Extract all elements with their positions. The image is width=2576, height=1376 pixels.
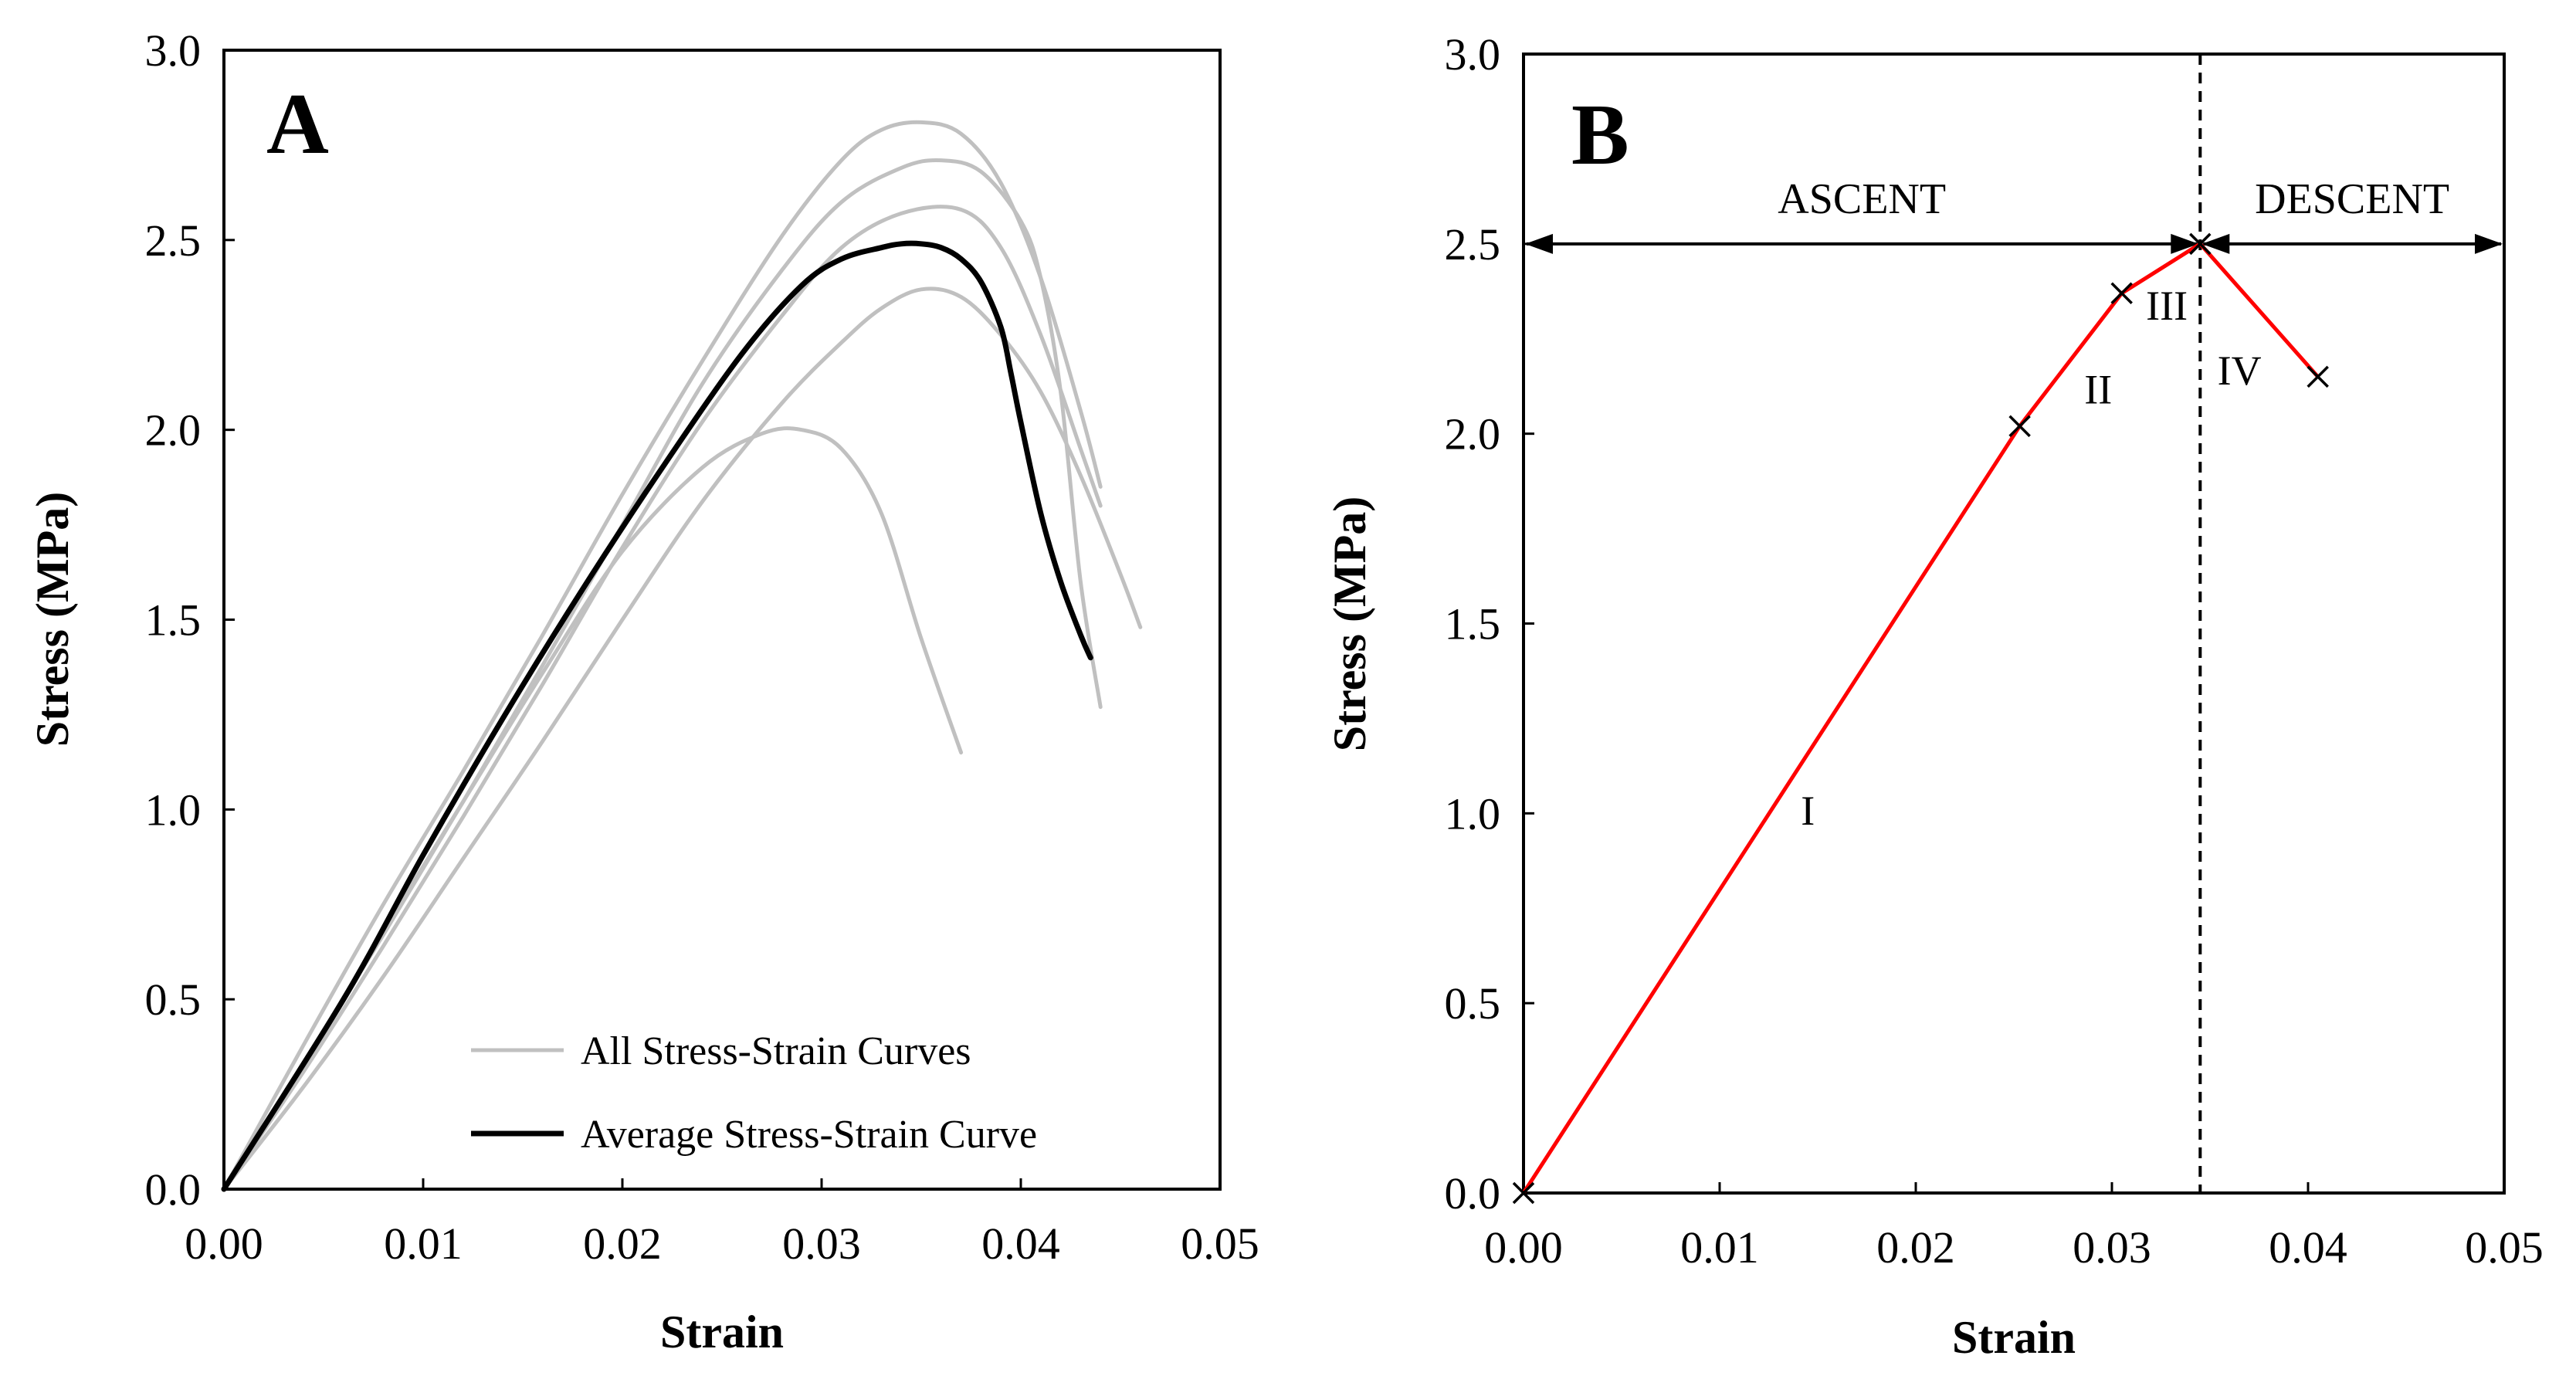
panel-b-x-tick-label: 0.03 [2073,1222,2151,1273]
panel-b-letter: B [1571,87,1629,183]
segment-label-iv: IV [2218,347,2262,394]
panel-a-x-tick-label: 0.05 [1181,1218,1259,1269]
stress-strain-curve-1 [222,426,964,1191]
panel-b-plot-frame [1522,53,2506,1195]
panel-a-y-tick-label: 0.0 [145,1164,202,1215]
segment-label-iii: III [2146,283,2188,329]
breakpoint-marker [2008,415,2031,438]
panel-b-x-tick-label: 0.00 [1484,1222,1563,1273]
panel-b-y-tick-label: 0.0 [1445,1168,1501,1218]
panel-a-letter: A [266,76,329,172]
panel-a-plot-frame [222,49,1222,1191]
panel-b-y-tick-label: 2.0 [1445,409,1501,459]
panel-a-y-tick-label: 0.5 [145,974,202,1025]
panel-b-annotations: ASCENT DESCENT [1525,54,2503,1193]
panel-a-y-tick-label: 1.5 [145,595,202,646]
panel-b-y-tick-label: 1.0 [1445,788,1501,839]
panel-a-legend: All Stress-Strain Curves Average Stress-… [471,1029,1037,1157]
panel-a-x-tick-label: 0.00 [185,1218,263,1269]
breakpoint-marker [2110,282,2133,304]
panel-b-y-axis-label: Stress (MPa) [1324,497,1375,751]
descent-region-label: DESCENT [2255,175,2449,223]
breakpoint-marker [2189,232,2212,256]
panel-a-x-axis-label: Strain [660,1307,784,1357]
panel-a-ticks: 0.00 0.01 0.02 0.03 0.04 0.05 0.0 0.5 1.0 1.5 2.0 2… [145,25,1259,1269]
panel-b-ticks: 0.00 0.01 0.02 0.03 0.04 0.05 0.0 0.5 1.0 1.5 2.0 2… [1445,29,2544,1273]
average-stress-strain-curve [221,240,1093,1192]
segment-label-i: I [1801,788,1815,834]
panel-b-x-axis-label: Strain [1952,1312,2076,1363]
panel-b-x-tick-label: 0.01 [1680,1222,1759,1273]
piecewise-model-curve [1521,242,2320,1195]
panel-a-chart: A 0.00 0.01 0.02 0.03 0.04 0.05 0.0 0.5 1.0 1.5 2.… [27,25,1259,1357]
panel-b-y-tick-label: 0.5 [1445,978,1501,1029]
panel-b-y-tick-label: 2.5 [1445,219,1501,269]
legend-label-average-curve: Average Stress-Strain Curve [581,1113,1037,1157]
ascent-arrowhead-left [1525,233,1553,254]
stress-strain-curve-5 [222,286,1143,1191]
panel-a-x-tick-label: 0.04 [981,1218,1060,1269]
panel-b-y-tick-label: 3.0 [1445,29,1501,80]
panel-a-y-tick-label: 1.0 [145,785,202,835]
panel-a-x-tick-label: 0.02 [583,1218,662,1269]
panel-b-x-tick-label: 0.04 [2269,1222,2347,1273]
panel-b-x-tick-label: 0.02 [1876,1222,1955,1273]
panel-a-x-tick-label: 0.01 [384,1218,463,1269]
breakpoint-marker [2307,365,2329,388]
panel-b-y-tick-label: 1.5 [1445,599,1501,649]
stress-strain-curve-3 [222,158,1103,1191]
descent-arrowhead-right [2475,233,2503,254]
stress-strain-curve-4 [222,205,1103,1191]
descent-arrowhead-left [2201,233,2230,254]
panel-a-y-axis-label: Stress (MPa) [27,492,78,747]
ascent-arrowhead-right [2171,233,2199,254]
panel-a-series [221,120,1143,1192]
ascent-region-label: ASCENT [1778,175,1946,223]
segment-label-ii: II [2084,366,2112,412]
panel-b-chart: B 0.00 0.01 0.02 0.03 0.04 0.05 0.0 0.5 1.0 1.5 2.… [1324,29,2544,1363]
panel-a-y-tick-label: 3.0 [145,25,202,76]
panel-a-y-tick-label: 2.5 [145,215,202,266]
panel-b-x-tick-label: 0.05 [2465,1222,2544,1273]
panel-a-x-tick-label: 0.03 [782,1218,861,1269]
panel-a-y-tick-label: 2.0 [145,405,202,456]
breakpoint-marker [1512,1181,1535,1205]
legend-label-all-curves: All Stress-Strain Curves [581,1029,971,1073]
